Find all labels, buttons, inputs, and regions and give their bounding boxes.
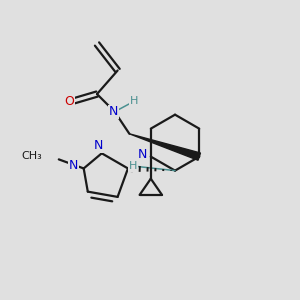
Polygon shape bbox=[129, 134, 200, 160]
Text: H: H bbox=[129, 161, 137, 171]
Text: O: O bbox=[64, 95, 74, 108]
Text: N: N bbox=[94, 140, 104, 152]
Text: N: N bbox=[138, 148, 147, 161]
Text: CH₃: CH₃ bbox=[22, 152, 43, 161]
Text: N: N bbox=[69, 159, 78, 172]
Text: N: N bbox=[109, 105, 118, 118]
Text: H: H bbox=[130, 96, 138, 106]
